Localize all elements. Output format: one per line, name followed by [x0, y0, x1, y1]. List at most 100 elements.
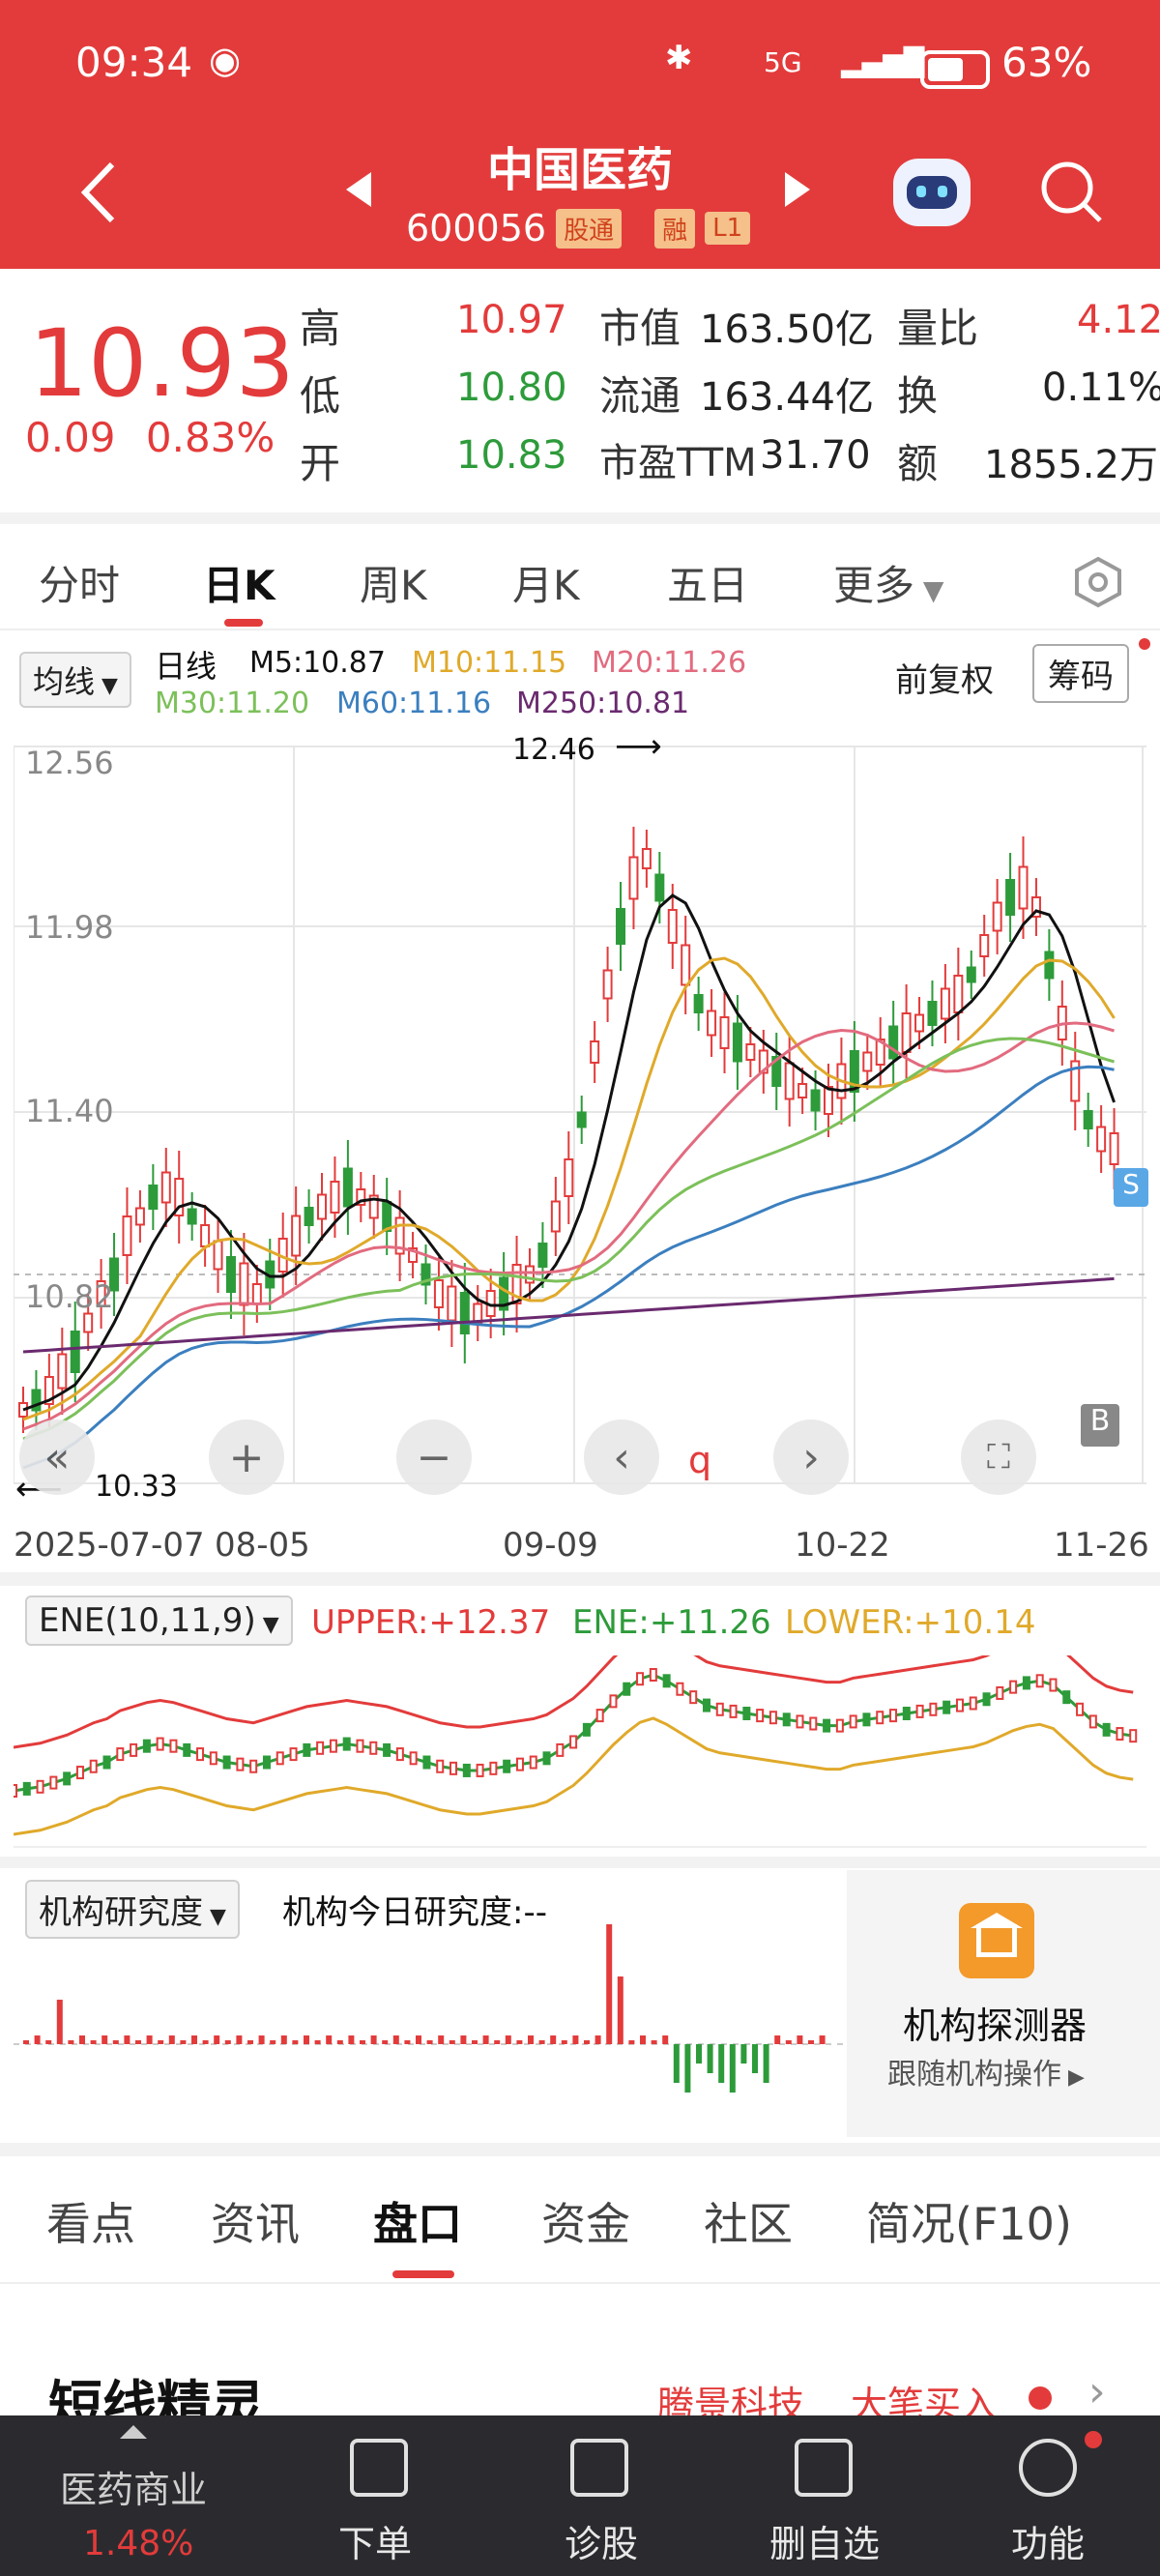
kline-chart[interactable]	[14, 733, 1146, 1512]
sell-marker[interactable]: S	[1114, 1168, 1148, 1207]
volume-ratio-label: 量比	[897, 305, 979, 352]
tab-more[interactable]: 更多 ▼	[833, 553, 943, 612]
tab-five-day[interactable]: 五日	[667, 562, 749, 609]
pan-left-button[interactable]: ‹	[584, 1420, 659, 1495]
candle-body	[862, 1051, 873, 1072]
zoom-in-button[interactable]: +	[209, 1420, 284, 1495]
inst-bar	[640, 2035, 646, 2044]
tab-highlights[interactable]: 看点	[46, 2198, 135, 2250]
x-tick-2: 08-05	[215, 1526, 310, 1565]
candle-body	[707, 1010, 717, 1037]
candle-body	[940, 987, 950, 1020]
candle-body	[31, 1389, 42, 1412]
tab-funds[interactable]: 资金	[541, 2198, 630, 2250]
tab-intraday[interactable]: 分时	[39, 562, 121, 609]
fullscreen-button[interactable]: ⛶	[961, 1420, 1036, 1495]
ene-mid-line	[14, 1673, 1134, 1793]
ene-candle	[942, 1700, 951, 1714]
tab-news[interactable]: 资讯	[211, 2198, 300, 2250]
inst-bar	[360, 2040, 365, 2044]
low-value: 10.80	[456, 366, 567, 410]
candle-body	[667, 909, 678, 944]
change-value: 0.09	[25, 414, 116, 461]
remove-favorite-button[interactable]: 删自选	[769, 2523, 881, 2565]
high-value: 10.97	[456, 298, 567, 342]
candle-body	[225, 1256, 236, 1293]
chip-button[interactable]: 筹码	[1032, 644, 1129, 703]
inst-bar	[819, 2035, 826, 2044]
buy-marker[interactable]: B	[1081, 1404, 1119, 1447]
rewind-button[interactable]: «	[19, 1420, 95, 1495]
inst-detector-card[interactable]: 机构探测器 跟随机构操作 ▶	[847, 1870, 1160, 2137]
search-icon[interactable]	[1038, 159, 1106, 226]
tab-community[interactable]: 社区	[704, 2198, 793, 2250]
ene-candle	[609, 1694, 618, 1709]
inst-bar	[382, 2040, 389, 2044]
inst-bar	[707, 2044, 713, 2073]
candle-body	[1018, 865, 1029, 910]
candle-body	[616, 908, 626, 945]
tab-f10[interactable]: 简况(F10)	[866, 2198, 1072, 2250]
prev-stock-icon[interactable]	[346, 172, 371, 207]
ene-chart[interactable]	[14, 1655, 1146, 1849]
detector-subtitle: 跟随机构操作 ▶	[887, 2050, 1085, 2093]
ma10-value: M10:11.15	[412, 646, 567, 680]
notification-dot	[1085, 2431, 1102, 2448]
candle-body	[693, 994, 704, 1013]
function-button[interactable]: 功能	[1011, 2523, 1086, 2565]
candle-body	[901, 1012, 912, 1053]
ene-candle	[249, 1759, 258, 1773]
stock-code: 600056	[406, 207, 547, 249]
tab-order-book[interactable]: 盘口	[373, 2198, 462, 2250]
zoom-out-button[interactable]: −	[396, 1420, 472, 1495]
inst-bar	[258, 2035, 265, 2044]
ene-candle	[316, 1741, 325, 1755]
sector-name[interactable]: 医药商业	[60, 2469, 208, 2511]
open-label: 开	[300, 440, 341, 487]
ene-candle	[542, 1751, 551, 1766]
divider	[0, 1572, 1160, 1586]
next-stock-icon[interactable]	[785, 172, 810, 207]
ma250-value: M250:10.81	[516, 687, 690, 720]
ene-candle	[1116, 1727, 1124, 1742]
back-icon[interactable]	[75, 159, 122, 226]
ma-selector[interactable]: 均线 ▼	[19, 652, 131, 708]
notification-dot	[1139, 638, 1150, 650]
tab-daily-k[interactable]: 日K	[203, 562, 276, 609]
inst-bar	[797, 2035, 803, 2044]
ene-candle	[569, 1735, 578, 1749]
robot-assistant-icon[interactable]	[893, 159, 971, 226]
ene-candle	[489, 1761, 498, 1775]
caret-right-icon: ▶	[1061, 2065, 1085, 2090]
low-label: 低	[300, 372, 341, 420]
tab-weekly-k[interactable]: 周K	[360, 562, 427, 609]
ene-lower: LOWER:+10.14	[785, 1603, 1036, 1642]
candle-body	[719, 1016, 730, 1049]
inst-bar	[392, 2035, 399, 2044]
ene-candle	[222, 1755, 231, 1770]
ene-selector[interactable]: ENE(10,11,9) ▼	[25, 1595, 293, 1646]
tab-monthly-k[interactable]: 月K	[512, 562, 580, 609]
order-icon	[350, 2439, 408, 2497]
inst-bar	[651, 2040, 657, 2044]
bluetooth-icon: ✱	[665, 39, 693, 77]
inst-bar	[617, 1976, 624, 2044]
pan-right-button[interactable]: ›	[773, 1420, 849, 1495]
diagnose-button[interactable]: 诊股	[565, 2523, 639, 2565]
inst-selector[interactable]: 机构研究度 ▼	[25, 1880, 240, 1939]
settings-icon[interactable]	[1071, 555, 1125, 609]
inst-bar	[314, 2040, 321, 2044]
inst-bar	[90, 2040, 97, 2044]
menu-icon	[1019, 2439, 1077, 2497]
chevron-right-icon[interactable]: ›	[1088, 2367, 1106, 2416]
ene-upper-line	[14, 1655, 1134, 1749]
inst-bar	[472, 2040, 478, 2044]
inst-bar	[561, 2040, 567, 2044]
ene-candle	[342, 1737, 351, 1751]
candle-body	[291, 1215, 302, 1257]
ene-candle	[1129, 1729, 1138, 1743]
inst-bar	[370, 2035, 377, 2044]
fuquan-button[interactable]: 前复权	[895, 661, 994, 700]
order-button[interactable]: 下单	[338, 2523, 413, 2565]
max-price-label: 12.46	[512, 733, 595, 767]
